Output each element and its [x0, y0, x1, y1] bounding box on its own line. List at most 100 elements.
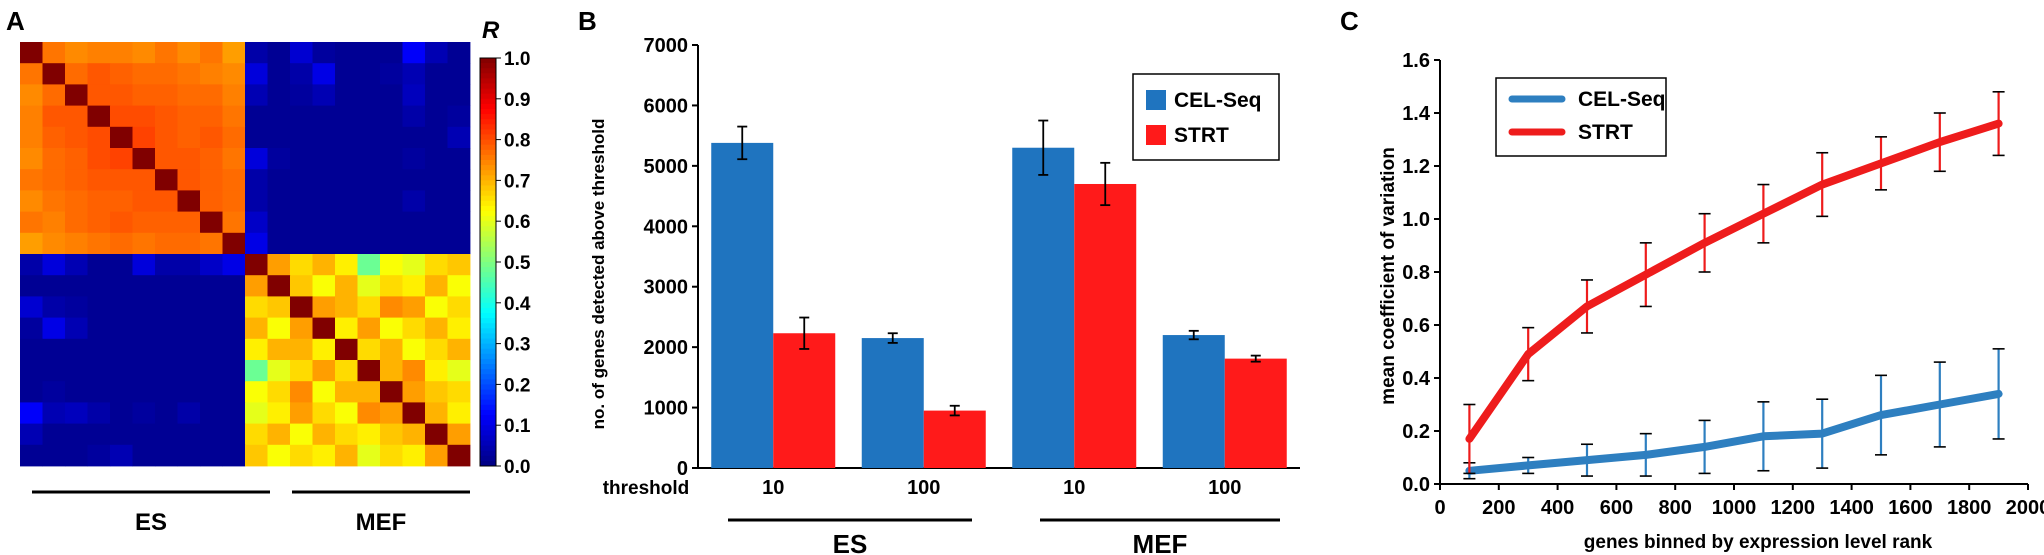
heatmap-cell [357, 254, 381, 276]
heatmap-cell [155, 211, 178, 234]
heatmap-cell [177, 317, 201, 340]
colorbar-segment [480, 430, 496, 436]
line-y-tick-label: 0.4 [1402, 368, 1431, 390]
heatmap-cell [335, 105, 358, 128]
heatmap-cell [245, 254, 268, 276]
heatmap-cell [447, 381, 471, 403]
heatmap-cell [200, 42, 223, 64]
bar-y-tick-label: 5000 [644, 156, 689, 178]
heatmap-cell [425, 254, 448, 276]
heatmap-cell [132, 254, 156, 276]
bar [711, 142, 774, 468]
heatmap-cell [312, 148, 336, 170]
line-chart-legend: CEL-Seq STRT [1495, 77, 1667, 157]
heatmap-cell [20, 296, 43, 318]
heatmap-cell [357, 381, 381, 403]
heatmap-cell [245, 338, 268, 361]
heatmap-cell [335, 232, 358, 255]
line-x-axis-title: genes binned by expression level rank [1584, 532, 1933, 553]
heatmap-cell [267, 190, 291, 212]
heatmap-cell [132, 338, 156, 361]
line-chart-axes: 0.0 0.2 0.4 0.6 0.8 1.0 1.2 1.4 1.6 0 200 400 600 800… [1402, 50, 2044, 519]
heatmap-cell [200, 84, 223, 106]
heatmap-cell [87, 317, 111, 340]
heatmap-cell [177, 190, 201, 212]
heatmap-cell [290, 169, 313, 191]
colorbar-segment [480, 231, 496, 237]
heatmap-cell [245, 169, 268, 191]
heatmap-cell [177, 254, 201, 276]
heatmap-cell [42, 105, 66, 128]
heatmap-cell [42, 148, 66, 170]
bar-y-tick-label: 4000 [644, 216, 689, 238]
heatmap-cell [65, 423, 88, 446]
heatmap-cell [110, 63, 133, 85]
heatmap-cell [290, 42, 313, 64]
line-x-tick-label: 1000 [1712, 497, 1757, 519]
colorbar-segment [480, 88, 496, 95]
heatmap-cell [42, 169, 66, 191]
legend-label-strt-c: STRT [1578, 121, 1633, 144]
bar [1012, 147, 1075, 468]
heatmap-cell [290, 211, 313, 234]
line-y-tick-label: 0.0 [1402, 474, 1430, 496]
heatmap-cell [110, 190, 133, 212]
heatmap-cell [155, 232, 178, 255]
colorbar-segment [480, 139, 496, 146]
heatmap-cell [200, 381, 223, 403]
heatmap-cell [155, 381, 178, 403]
colorbar-segment [480, 149, 496, 156]
heatmap-cell [267, 296, 291, 318]
heatmap-cell [177, 381, 201, 403]
heatmap-cell [132, 105, 156, 128]
heatmap-cell [155, 105, 178, 128]
bar [1074, 183, 1137, 468]
heatmap-cell [380, 254, 403, 276]
heatmap-cell [267, 254, 291, 276]
heatmap-cell [110, 169, 133, 191]
heatmap-cell [200, 169, 223, 191]
heatmap-cell [42, 63, 66, 85]
heatmap-cell [42, 444, 66, 467]
heatmap-cell [425, 148, 448, 170]
bar-y-tick-label: 2000 [644, 337, 689, 359]
panel-a-label: A [6, 6, 25, 36]
line-x-tick-label: 1800 [1947, 497, 1992, 519]
heatmap-cell [200, 190, 223, 212]
heatmap-cell [402, 402, 426, 424]
heatmap-cell [87, 232, 111, 255]
heatmap-cell [245, 296, 268, 318]
heatmap-cell [155, 296, 178, 318]
heatmap-cell [425, 232, 448, 255]
heatmap-cell [312, 444, 336, 467]
heatmap-cell [402, 338, 426, 361]
heatmap-cell [155, 317, 178, 340]
heatmap-cell [312, 296, 336, 318]
heatmap-cell [425, 169, 448, 191]
heatmap-cell [267, 402, 291, 424]
heatmap-cell [132, 402, 156, 424]
heatmap-cell [87, 63, 111, 85]
panel-c: C 0.0 0.2 0.4 0.6 0.8 1.0 1.2 1.4 1.6 0 200 400 600 8… [1340, 6, 2044, 553]
heatmap-cell [357, 84, 381, 106]
heatmap-cell [87, 148, 111, 170]
colorbar-segment [480, 236, 496, 243]
heatmap-cell [245, 402, 268, 424]
heatmap-cell [177, 105, 201, 128]
bar [923, 410, 986, 468]
colorbar-segment [480, 190, 496, 197]
heatmap-cell [447, 317, 471, 340]
heatmap-cell [402, 360, 426, 382]
colorbar-segment [480, 256, 496, 263]
colorbar-segment [480, 287, 496, 294]
heatmap-cell [132, 381, 156, 403]
heatmap-cell [447, 444, 471, 467]
heatmap-cell [312, 105, 336, 128]
heatmap-cell [222, 317, 246, 340]
heatmap-cell [87, 360, 111, 382]
bar [773, 333, 836, 468]
heatmap-cell [65, 84, 88, 106]
colorbar-segment [480, 313, 496, 319]
heatmap-cell [245, 211, 268, 234]
